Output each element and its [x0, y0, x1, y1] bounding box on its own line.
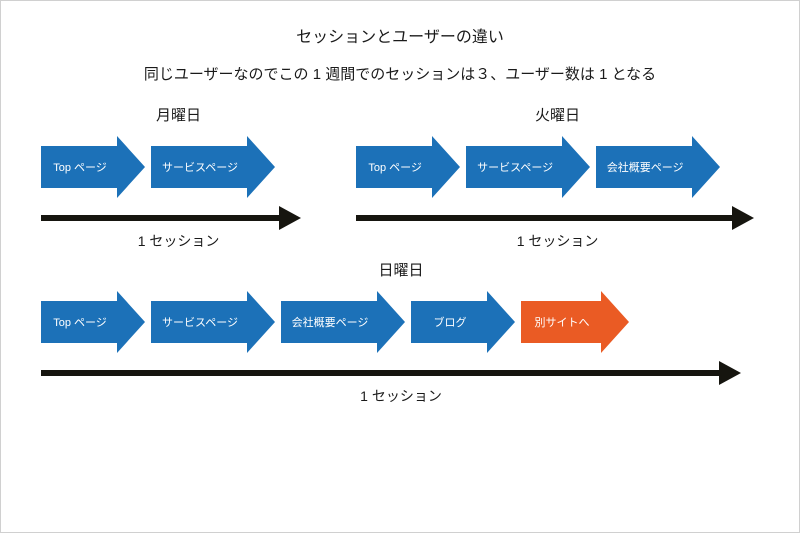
page-arrow-label: ブログ — [411, 301, 487, 343]
session-label-sunday: 1 セッション — [41, 386, 761, 406]
arrow-head-icon — [487, 291, 515, 353]
timeline-arrowhead-icon — [719, 361, 741, 385]
page-arrow: サービスページ — [151, 291, 275, 353]
timeline-arrowhead-icon — [279, 206, 301, 230]
page-arrow: サービスページ — [151, 136, 275, 198]
page-arrow-label: 会社概要ページ — [281, 301, 377, 343]
timeline-sunday — [41, 364, 741, 382]
timeline-bar — [41, 370, 719, 376]
timeline-bar — [41, 215, 279, 221]
arrow-head-icon — [247, 291, 275, 353]
session-label-monday: 1 セッション — [41, 231, 316, 251]
arrow-head-icon — [117, 291, 145, 353]
page-arrow-label: Top ページ — [41, 146, 117, 188]
sessions-container: 月曜日 Top ページサービスページ 1 セッション 火曜日 Top ページサー… — [41, 104, 759, 406]
page-arrow-label: サービスページ — [151, 146, 247, 188]
bottom-session-row: 日曜日 Top ページサービスページ会社概要ページブログ別サイトへ 1 セッショ… — [41, 259, 759, 406]
page-arrow: Top ページ — [356, 136, 460, 198]
timeline-tuesday — [356, 209, 754, 227]
page-arrow: Top ページ — [41, 291, 145, 353]
page-arrow-label: サービスページ — [151, 301, 247, 343]
arrows-sunday: Top ページサービスページ会社概要ページブログ別サイトへ — [41, 286, 761, 358]
diagram-title: セッションとユーザーの違い — [41, 23, 759, 47]
page-arrow-label: 別サイトへ — [521, 301, 601, 343]
page-arrow: 会社概要ページ — [596, 136, 720, 198]
page-arrow: Top ページ — [41, 136, 145, 198]
arrow-head-icon — [562, 136, 590, 198]
day-label-tuesday: 火曜日 — [356, 104, 759, 125]
day-label-sunday: 日曜日 — [41, 259, 761, 280]
arrow-head-icon — [247, 136, 275, 198]
page-arrow-label: Top ページ — [356, 146, 432, 188]
session-sunday: 日曜日 Top ページサービスページ会社概要ページブログ別サイトへ 1 セッショ… — [41, 259, 761, 406]
session-label-tuesday: 1 セッション — [356, 231, 759, 251]
diagram-canvas: セッションとユーザーの違い 同じユーザーなのでこの 1 週間でのセッションは３、… — [0, 0, 800, 533]
page-arrow: サービスページ — [466, 136, 590, 198]
diagram-subtitle: 同じユーザーなのでこの 1 週間でのセッションは３、ユーザー数は 1 となる — [41, 63, 759, 84]
arrows-monday: Top ページサービスページ — [41, 131, 316, 203]
arrow-head-icon — [692, 136, 720, 198]
session-tuesday: 火曜日 Top ページサービスページ会社概要ページ 1 セッション — [356, 104, 759, 251]
timeline-monday — [41, 209, 301, 227]
page-arrow-label: Top ページ — [41, 301, 117, 343]
page-arrow: 会社概要ページ — [281, 291, 405, 353]
page-arrow: ブログ — [411, 291, 515, 353]
top-session-row: 月曜日 Top ページサービスページ 1 セッション 火曜日 Top ページサー… — [41, 104, 759, 251]
arrow-head-icon — [432, 136, 460, 198]
page-arrow-label: 会社概要ページ — [596, 146, 692, 188]
arrows-tuesday: Top ページサービスページ会社概要ページ — [356, 131, 759, 203]
timeline-arrowhead-icon — [732, 206, 754, 230]
page-arrow: 別サイトへ — [521, 291, 629, 353]
session-monday: 月曜日 Top ページサービスページ 1 セッション — [41, 104, 316, 251]
arrow-head-icon — [601, 291, 629, 353]
timeline-bar — [356, 215, 732, 221]
arrow-head-icon — [117, 136, 145, 198]
page-arrow-label: サービスページ — [466, 146, 562, 188]
arrow-head-icon — [377, 291, 405, 353]
day-label-monday: 月曜日 — [41, 104, 316, 125]
